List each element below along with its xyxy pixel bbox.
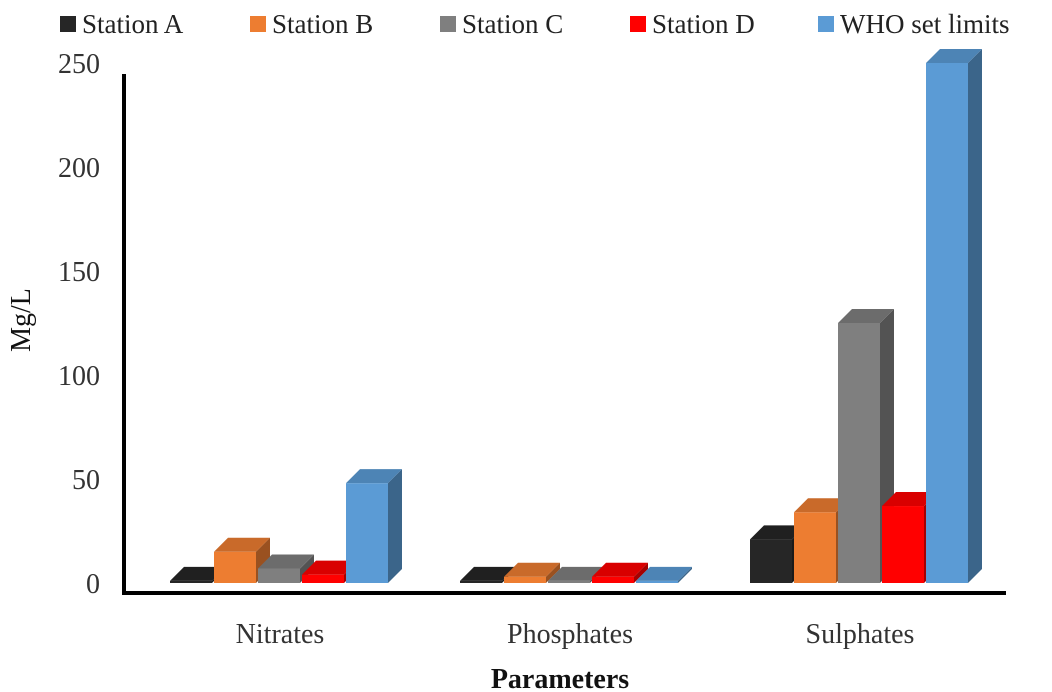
bar-station-d-phosphates — [592, 562, 648, 583]
x-axis-category-labels: Nitrates Phosphates Sulphates — [236, 619, 915, 650]
bar-top — [302, 560, 358, 575]
legend-item-station-d: Station D — [630, 4, 755, 44]
y-axis-title: Mg/L — [6, 288, 37, 352]
bar-side — [968, 49, 982, 583]
legend-item-station-b: Station B — [250, 4, 373, 44]
bar-front — [460, 580, 502, 583]
y-tick-label: 150 — [58, 257, 100, 288]
bar-front — [592, 576, 634, 583]
bar-side — [678, 566, 692, 583]
bar-side — [634, 562, 648, 583]
x-axis-title: Parameters — [491, 664, 629, 692]
legend-label-who-limits: WHO set limits — [840, 8, 1010, 39]
legend-swatch-who-limits — [818, 16, 834, 32]
bar-top — [504, 562, 560, 577]
legend-item-station-c: Station C — [440, 4, 563, 44]
x-tick-label-sulphates: Sulphates — [806, 619, 915, 650]
bar-station-b-phosphates — [504, 562, 560, 583]
legend-label-station-b: Station B — [272, 8, 374, 39]
bar-top — [794, 498, 850, 513]
legend-label-station-d: Station D — [652, 8, 755, 39]
bar-top — [214, 537, 270, 552]
bar-front — [504, 576, 546, 583]
bar-top — [346, 469, 402, 484]
bar-top — [592, 562, 648, 577]
y-tick-label: 100 — [58, 361, 100, 392]
legend-swatch-station-a — [60, 16, 76, 32]
bar-front — [170, 580, 212, 583]
bar-top — [882, 492, 938, 507]
bar-station-b-nitrates — [214, 537, 270, 583]
bar-front — [636, 580, 678, 583]
bar-top — [548, 566, 604, 581]
x-tick-label-nitrates: Nitrates — [236, 619, 325, 650]
legend-swatch-station-c — [440, 16, 456, 32]
bar-top — [170, 566, 226, 581]
legend-swatch-station-b — [250, 16, 266, 32]
bar-side — [546, 562, 560, 583]
legend-item-station-a: Station A — [60, 4, 183, 44]
legend-item-who-limits: WHO set limits — [818, 4, 1010, 44]
y-tick-label: 200 — [58, 153, 100, 184]
legend-label-station-c: Station C — [462, 8, 564, 39]
x-tick-label-phosphates: Phosphates — [507, 619, 633, 650]
bar-front — [750, 539, 792, 583]
bar-top — [926, 49, 982, 63]
bar-front — [838, 323, 880, 583]
y-axis-ticks: 0 50 100 150 200 250 — [58, 49, 100, 600]
legend-label-station-a: Station A — [82, 8, 184, 39]
bar-who-set-limits-sulphates — [926, 49, 982, 583]
bar-front — [258, 568, 300, 583]
bar-front — [882, 506, 924, 583]
bar-front — [548, 580, 590, 583]
bar-who-set-limits-phosphates — [636, 566, 692, 583]
y-tick-label: 0 — [86, 569, 100, 600]
bar-top — [460, 566, 516, 581]
bars — [170, 49, 982, 583]
bar-front — [302, 574, 344, 583]
bar-front — [926, 63, 968, 583]
bar-front — [346, 483, 388, 583]
y-tick-label: 50 — [72, 465, 100, 496]
legend-swatch-station-d — [630, 16, 646, 32]
bar-station-c-sulphates — [838, 309, 894, 583]
bar-top — [750, 525, 806, 540]
bar-top — [258, 554, 314, 569]
bar-side — [388, 469, 402, 583]
bar-who-set-limits-nitrates — [346, 469, 402, 583]
bar-front — [214, 551, 256, 583]
y-tick-label: 250 — [58, 49, 100, 80]
chart-legend: Station A Station B Station C Station D … — [0, 4, 1052, 44]
bar-top — [636, 566, 692, 581]
bar-top — [838, 309, 894, 323]
bar-front — [794, 512, 836, 583]
